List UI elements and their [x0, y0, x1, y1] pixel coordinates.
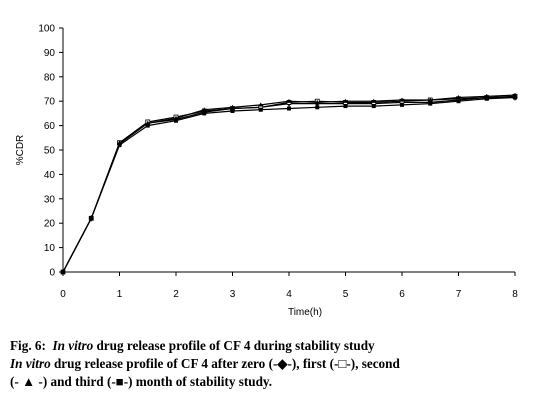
y-tick-label: 0 [49, 268, 55, 279]
series-line [62, 94, 516, 273]
caption-italic-1: In vitro [52, 338, 94, 353]
data-point [371, 104, 376, 109]
x-tick-label: 4 [286, 289, 292, 300]
series-3 [60, 92, 518, 274]
data-point [400, 102, 404, 107]
data-point [258, 107, 263, 112]
caption-italic-2: In vitro [10, 356, 51, 371]
y-tick-label: 90 [44, 48, 56, 59]
series-line [62, 96, 515, 273]
caption-line-1: Fig. 6: In vitro drug release profile of… [10, 337, 530, 355]
figure-label: Fig. 6: [10, 338, 46, 353]
y-tick-label: 50 [44, 146, 56, 157]
y-tick-label: 80 [44, 72, 56, 83]
data-point [145, 123, 150, 128]
data-point [174, 118, 178, 123]
data-point [315, 105, 320, 110]
x-axis-title: Time(h) [288, 307, 322, 318]
caption-line-3: (- ▲ -) and third (-■-) month of stabili… [10, 374, 273, 389]
y-tick-group: 0 10 20 30 40 50 60 70 80 90 100 [38, 24, 63, 279]
data-point [399, 97, 405, 102]
data-point [286, 98, 292, 103]
y-tick-label: 100 [38, 24, 55, 35]
x-tick-group: 0 1 2 3 4 5 6 7 8 [60, 272, 518, 300]
release-profile-chart: 0 10 20 30 40 50 60 70 80 90 100 0 1 2 3 4 5 6 7 8 Time(h)… [15, 24, 518, 319]
chart-area: 0 10 20 30 40 50 60 70 80 90 100 0 1 2 3 4 5 6 7 8 Time(h)… [15, 24, 518, 319]
y-axis-title: %CDR [15, 135, 26, 166]
caption-text-2: drug release profile of CF 4 after zero … [50, 356, 400, 371]
x-tick-label: 3 [230, 289, 236, 300]
x-tick-label: 8 [512, 289, 518, 300]
y-tick-label: 70 [44, 97, 56, 108]
x-tick-label: 2 [173, 289, 179, 300]
data-point [258, 102, 264, 107]
series-line [62, 96, 516, 273]
x-tick-label: 6 [399, 289, 405, 300]
data-point [428, 101, 433, 106]
series-4 [61, 95, 517, 274]
y-tick-label: 40 [44, 170, 56, 181]
data-point [371, 98, 377, 103]
caption-text-1: drug release profile of CF 4 during stab… [93, 338, 375, 353]
data-point [61, 270, 65, 274]
series-2 [60, 93, 518, 275]
series-line [62, 95, 516, 273]
data-point [230, 108, 235, 113]
data-point [287, 106, 291, 111]
data-point [513, 95, 517, 100]
data-point [201, 107, 207, 112]
data-point [343, 104, 348, 109]
series-1 [60, 94, 518, 275]
y-tick-label: 10 [44, 243, 56, 254]
data-point [89, 216, 94, 221]
data-point [117, 143, 122, 148]
x-tick-label: 1 [117, 289, 123, 300]
data-point [314, 99, 320, 105]
figure-caption: Fig. 6: In vitro drug release profile of… [10, 337, 530, 391]
data-point [484, 96, 489, 101]
data-point [456, 99, 461, 104]
data-point [456, 95, 461, 100]
data-point [427, 97, 433, 102]
caption-line-2: In vitro drug release profile of CF 4 af… [10, 355, 530, 373]
y-tick-label: 60 [44, 121, 56, 132]
data-point [343, 98, 348, 103]
series-group [60, 92, 518, 275]
x-tick-label: 7 [456, 289, 462, 300]
y-tick-label: 30 [44, 194, 56, 205]
y-tick-label: 20 [44, 219, 56, 230]
data-point [202, 111, 207, 116]
x-tick-label: 5 [343, 289, 349, 300]
data-point [230, 104, 235, 109]
x-tick-label: 0 [60, 289, 66, 300]
